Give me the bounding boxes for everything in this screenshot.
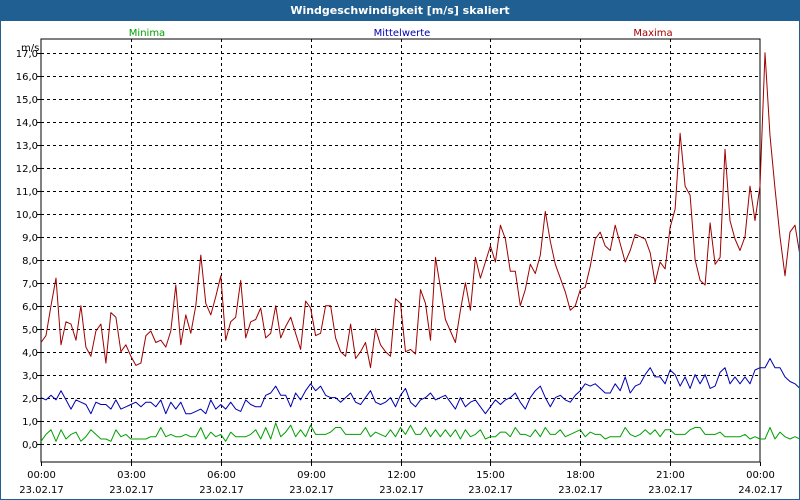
series-line-mittelwerte xyxy=(40,358,799,415)
x-tick-label-date: 23.02.17 xyxy=(468,485,513,496)
x-tick-label-date: 23.02.17 xyxy=(648,485,693,496)
y-tick-label: 17,0 xyxy=(16,49,38,60)
x-tick-label-date: 23.02.17 xyxy=(289,485,334,496)
y-tick-label: 16,0 xyxy=(16,72,38,83)
x-tick-label-date: 23.02.17 xyxy=(109,485,154,496)
legend-mittelwerte: Mittelwerte xyxy=(374,28,431,39)
y-tick-label: 0,0 xyxy=(22,440,38,451)
x-tick-label-date: 23.02.17 xyxy=(19,485,64,496)
x-tick-label-time: 03:00 xyxy=(117,470,146,481)
x-tick-label-time: 18:00 xyxy=(566,470,595,481)
x-tick-label-date: 23.02.17 xyxy=(379,485,424,496)
y-tick-label: 1,0 xyxy=(22,417,38,428)
x-tick-label-time: 15:00 xyxy=(476,470,505,481)
y-tick-label: 4,0 xyxy=(22,348,38,359)
series-line-maxima xyxy=(40,52,799,369)
y-tick-label: 13,0 xyxy=(16,141,38,152)
y-axis-label: m/s xyxy=(21,43,39,54)
y-tick-label: 8,0 xyxy=(22,256,38,267)
y-tick-label: 12,0 xyxy=(16,164,38,175)
x-tick-label-time: 12:00 xyxy=(387,470,416,481)
x-tick-label-date: 23.02.17 xyxy=(199,485,244,496)
x-tick-label-date: 24.02.17 xyxy=(738,485,783,496)
legend-maxima: Maxima xyxy=(633,28,672,39)
legend-minima: Minima xyxy=(129,28,165,39)
x-tick-label-time: 06:00 xyxy=(207,470,236,481)
x-tick-label-time: 09:00 xyxy=(297,470,326,481)
x-tick-label-date: 23.02.17 xyxy=(558,485,603,496)
y-tick-label: 10,0 xyxy=(16,210,38,221)
y-tick-label: 9,0 xyxy=(22,233,38,244)
y-tick-label: 14,0 xyxy=(16,118,38,129)
x-tick-label-time: 00:00 xyxy=(27,470,56,481)
y-tick-label: 3,0 xyxy=(22,371,38,382)
y-tick-label: 15,0 xyxy=(16,95,38,106)
y-tick-label: 7,0 xyxy=(22,279,38,290)
chart-title: Windgeschwindigkeit [m/s] skaliert xyxy=(1,1,799,21)
y-tick-label: 2,0 xyxy=(22,394,38,405)
plot-area xyxy=(40,38,761,463)
x-tick-label-time: 00:00 xyxy=(746,470,775,481)
series-line-minima xyxy=(40,422,799,442)
y-tick-label: 5,0 xyxy=(22,325,38,336)
y-tick-label: 11,0 xyxy=(16,187,38,198)
x-tick-label-time: 21:00 xyxy=(656,470,685,481)
y-tick-label: 6,0 xyxy=(22,302,38,313)
